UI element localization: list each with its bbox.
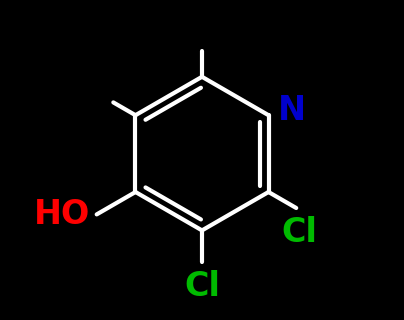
Text: N: N: [278, 94, 306, 127]
Text: HO: HO: [34, 198, 90, 231]
Text: Cl: Cl: [282, 216, 318, 249]
Text: Cl: Cl: [184, 270, 220, 303]
